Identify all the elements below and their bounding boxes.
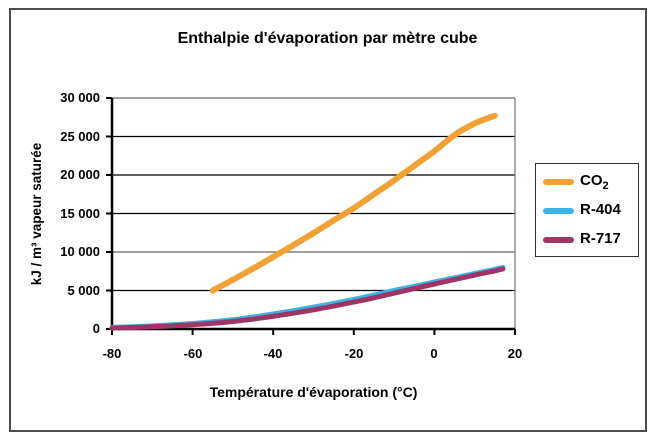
legend-label-r404: R-404 (580, 200, 621, 218)
co2-line-swatch (543, 178, 574, 185)
series-line-co2 (209, 112, 498, 294)
y-tick-label-0: 0 (92, 321, 100, 336)
y-tick-label-15000: 15 000 (60, 206, 100, 221)
y-tick-label-10000: 10 000 (60, 244, 100, 259)
y-tick-label-20000: 20 000 (60, 167, 100, 182)
r717-line-swatch (543, 236, 574, 243)
legend-label-r717: R-717 (580, 229, 621, 247)
x-tick-label-0: 0 (430, 346, 438, 361)
x-axis-title: Température d'évaporation (°C) (209, 384, 418, 400)
y-tick-label-30000: 30 000 (60, 90, 100, 105)
x-tick-label-20: 20 (507, 346, 523, 361)
chart-title: Enthalpie d'évaporation par mètre cube (177, 30, 478, 47)
series-line-r-717 (109, 266, 506, 331)
legend-item-r717: R-717 (536, 225, 638, 254)
x-tick-label-m60: -60 (183, 346, 203, 361)
legend-item-co2: CO2 (536, 167, 638, 196)
legend: CO2 R-404 R-717 (535, 163, 639, 257)
x-tick-label-m40: -40 (263, 346, 283, 361)
y-tick-label-25000: 25 000 (60, 129, 100, 144)
r404-line-swatch (543, 207, 574, 214)
series-line-r-404 (109, 264, 506, 330)
x-tick-label-m80: -80 (102, 346, 122, 361)
y-tick-label-5000: 5 000 (67, 283, 100, 298)
legend-label-co2: CO2 (580, 171, 609, 192)
legend-item-r404: R-404 (536, 196, 638, 225)
x-tick-label-m20: -20 (344, 346, 364, 361)
